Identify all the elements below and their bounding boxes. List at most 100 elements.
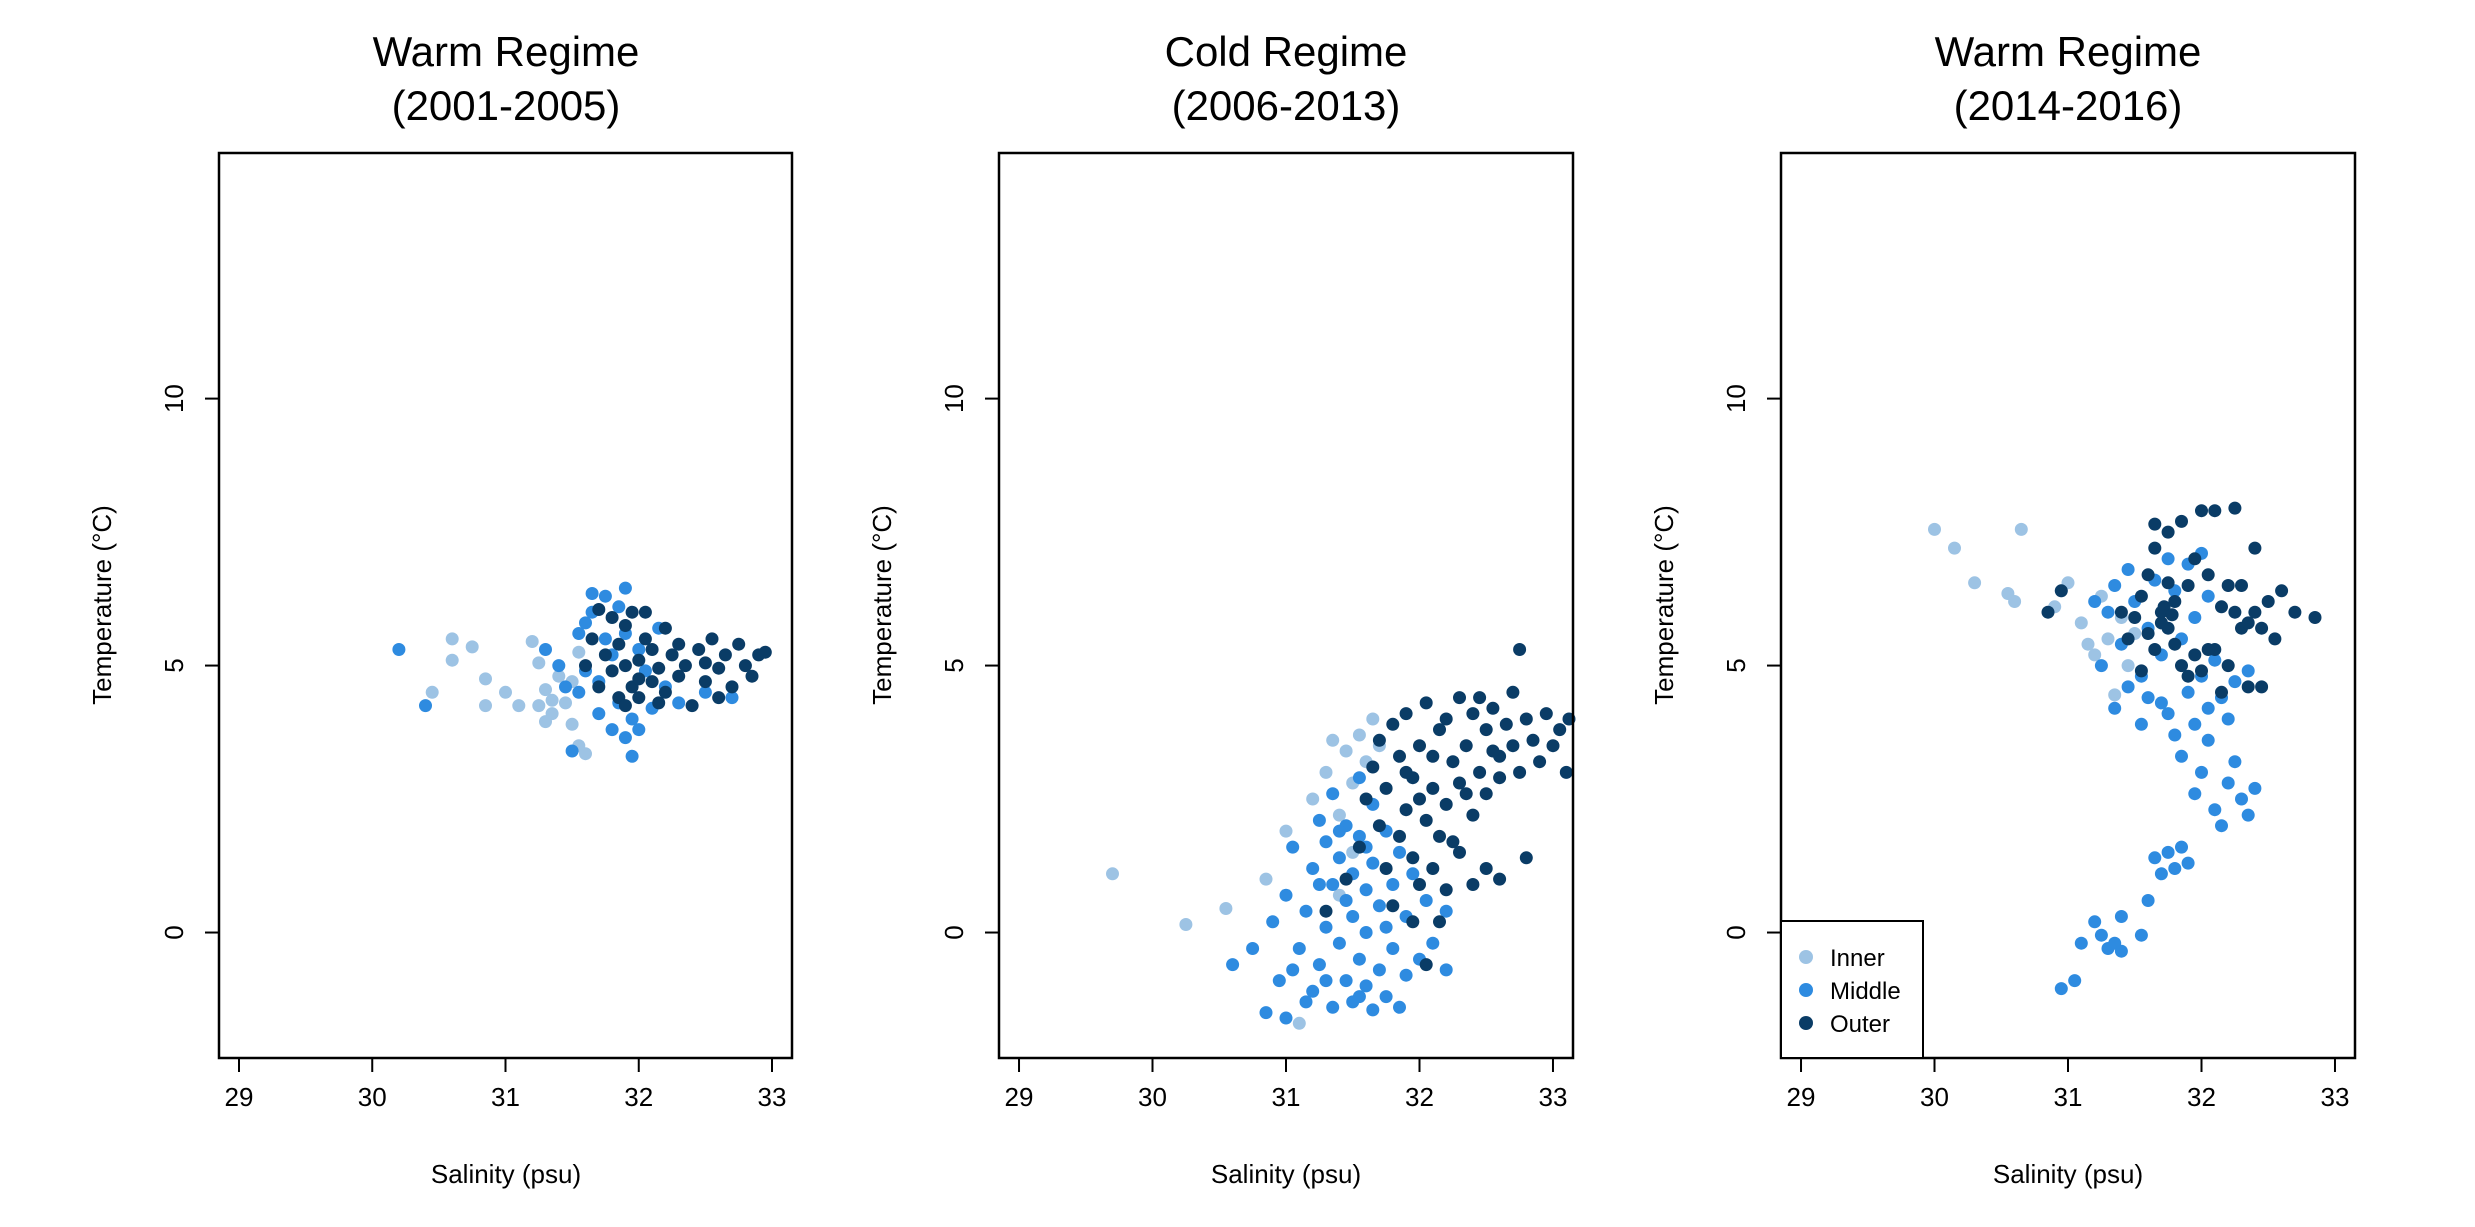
point-middle bbox=[1359, 926, 1373, 939]
point-middle bbox=[1326, 878, 1340, 891]
point-outer bbox=[2248, 541, 2262, 555]
point-outer bbox=[1399, 765, 1413, 779]
point-inner bbox=[1292, 1016, 1306, 1030]
point-outer bbox=[1419, 813, 1433, 827]
x-tick-label: 31 bbox=[2054, 1082, 2083, 1112]
y-tick-label: 5 bbox=[1721, 658, 1751, 672]
point-middle bbox=[598, 589, 612, 603]
point-inner bbox=[2081, 637, 2095, 651]
point-outer bbox=[2041, 605, 2055, 619]
y-tick-label: 10 bbox=[1721, 384, 1751, 413]
point-middle bbox=[618, 581, 632, 595]
point-middle bbox=[2154, 696, 2168, 710]
point-outer bbox=[1426, 781, 1440, 795]
point-middle bbox=[2221, 712, 2235, 726]
point-inner bbox=[1106, 867, 1119, 881]
point-inner bbox=[525, 635, 539, 648]
point-middle bbox=[2108, 701, 2122, 715]
x-tick-label: 32 bbox=[624, 1082, 653, 1112]
point-outer bbox=[1513, 643, 1527, 656]
point-middle bbox=[2201, 589, 2215, 603]
point-outer bbox=[1526, 733, 1540, 747]
x-tick-label: 31 bbox=[491, 1082, 520, 1112]
data-points bbox=[392, 581, 772, 763]
point-outer bbox=[1399, 707, 1413, 721]
point-middle bbox=[2094, 659, 2108, 673]
point-outer bbox=[2141, 568, 2155, 582]
point-outer bbox=[1352, 840, 1366, 854]
point-inner bbox=[532, 699, 546, 713]
point-middle bbox=[1326, 1000, 1340, 1014]
point-outer bbox=[2241, 680, 2255, 694]
point-inner bbox=[2101, 632, 2115, 646]
point-outer bbox=[2148, 643, 2162, 656]
point-middle bbox=[1259, 1006, 1273, 1020]
point-outer bbox=[638, 605, 652, 619]
point-outer bbox=[685, 699, 699, 713]
point-middle bbox=[632, 643, 646, 656]
point-outer bbox=[598, 648, 612, 662]
point-middle bbox=[1339, 974, 1353, 988]
point-middle bbox=[1279, 1011, 1293, 1025]
point-middle bbox=[2181, 856, 2195, 870]
point-outer bbox=[1453, 845, 1466, 859]
point-middle bbox=[625, 749, 639, 763]
point-outer bbox=[2241, 616, 2255, 630]
point-outer bbox=[1379, 781, 1393, 795]
point-middle bbox=[632, 723, 646, 737]
point-inner bbox=[2088, 648, 2102, 662]
point-outer bbox=[2168, 595, 2182, 608]
point-middle bbox=[1266, 915, 1280, 929]
point-middle bbox=[1406, 867, 1420, 881]
point-middle bbox=[1226, 958, 1240, 972]
point-outer bbox=[2228, 501, 2242, 515]
point-outer bbox=[632, 653, 646, 667]
x-tick-label: 29 bbox=[225, 1082, 254, 1112]
point-middle bbox=[2161, 552, 2175, 566]
point-outer bbox=[1406, 915, 1420, 929]
point-middle bbox=[2148, 851, 2162, 865]
point-outer bbox=[2288, 605, 2302, 619]
point-middle bbox=[2054, 982, 2068, 996]
panel-subtitle: (2014-2016) bbox=[1954, 82, 2183, 129]
point-middle bbox=[2188, 611, 2202, 624]
point-inner bbox=[445, 632, 459, 646]
point-inner bbox=[479, 699, 492, 713]
point-middle bbox=[2235, 792, 2248, 806]
point-middle bbox=[2094, 928, 2108, 942]
point-outer bbox=[2195, 504, 2208, 518]
point-middle bbox=[2134, 928, 2148, 942]
y-axis-label: Temperature (°C) bbox=[1649, 505, 1679, 705]
point-outer bbox=[2165, 608, 2179, 622]
point-middle bbox=[572, 627, 586, 640]
point-middle bbox=[2161, 845, 2175, 859]
point-outer bbox=[1419, 696, 1433, 710]
point-middle bbox=[2121, 563, 2135, 576]
point-middle bbox=[2175, 749, 2188, 763]
point-outer bbox=[1486, 744, 1500, 758]
point-middle bbox=[1379, 990, 1393, 1004]
panel-title: Cold Regime bbox=[1165, 28, 1408, 75]
point-inner bbox=[572, 645, 586, 659]
y-tick-label: 5 bbox=[939, 658, 969, 672]
point-outer bbox=[2308, 611, 2322, 624]
point-outer bbox=[2195, 664, 2208, 678]
point-outer bbox=[758, 645, 772, 659]
point-outer bbox=[692, 643, 706, 656]
point-outer bbox=[1519, 851, 1533, 865]
point-outer bbox=[2261, 595, 2275, 608]
point-middle bbox=[552, 659, 566, 673]
point-middle bbox=[1366, 1003, 1380, 1017]
x-tick-label: 31 bbox=[1272, 1082, 1301, 1112]
point-middle bbox=[1359, 883, 1373, 897]
point-outer bbox=[1473, 765, 1487, 779]
point-outer bbox=[665, 648, 679, 662]
point-middle bbox=[1352, 829, 1366, 843]
point-outer bbox=[2181, 669, 2195, 683]
point-middle bbox=[579, 616, 592, 630]
point-middle bbox=[605, 723, 619, 737]
point-middle bbox=[598, 632, 612, 646]
point-outer bbox=[625, 605, 639, 619]
point-outer bbox=[1413, 739, 1426, 753]
